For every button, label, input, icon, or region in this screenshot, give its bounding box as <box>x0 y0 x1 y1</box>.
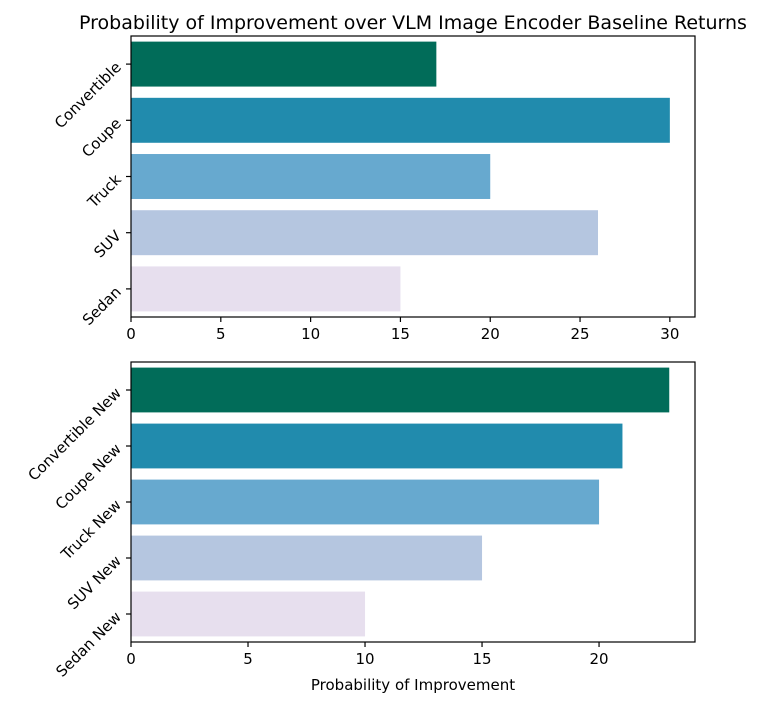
plot-frame <box>130 361 696 643</box>
y-tick-label: Coupe <box>78 114 125 161</box>
x-tick-label: 20 <box>590 650 609 668</box>
y-tick-label: Truck <box>83 170 125 212</box>
x-axis-label: Probability of Improvement <box>311 676 515 694</box>
x-tick-label: 15 <box>391 325 410 343</box>
x-tick-label: 20 <box>481 325 500 343</box>
x-tick-label: 0 <box>126 650 136 668</box>
bar-suv <box>131 210 599 256</box>
bar-truck <box>131 154 491 199</box>
chart-title: Probability of Improvement over VLM Imag… <box>79 12 747 34</box>
bar-suv-new <box>131 535 483 581</box>
x-tick-label: 15 <box>472 650 491 668</box>
y-tick-label: SUV <box>90 226 125 261</box>
bar-sedan <box>131 266 401 312</box>
bar-coupe-new <box>131 423 623 469</box>
plot-frame <box>130 35 696 318</box>
x-tick-label: 5 <box>243 650 253 668</box>
y-tick-label: Sedan New <box>52 608 124 680</box>
x-tick-label: 25 <box>570 325 589 343</box>
x-tick-label: 5 <box>216 325 226 343</box>
bar-convertible-new <box>131 367 670 413</box>
bar-convertible <box>131 41 437 87</box>
x-tick-label: 30 <box>660 325 679 343</box>
bar-coupe <box>131 97 670 143</box>
y-tick-label: SUV New <box>64 552 125 613</box>
x-tick-label: 10 <box>355 650 374 668</box>
y-tick-label: Sedan <box>79 283 125 329</box>
x-tick-label: 0 <box>126 325 136 343</box>
y-tick-label: Convertible New <box>24 384 124 484</box>
bar-truck-new <box>131 479 600 525</box>
x-tick-label: 10 <box>301 325 320 343</box>
bar-sedan-new <box>131 591 366 637</box>
